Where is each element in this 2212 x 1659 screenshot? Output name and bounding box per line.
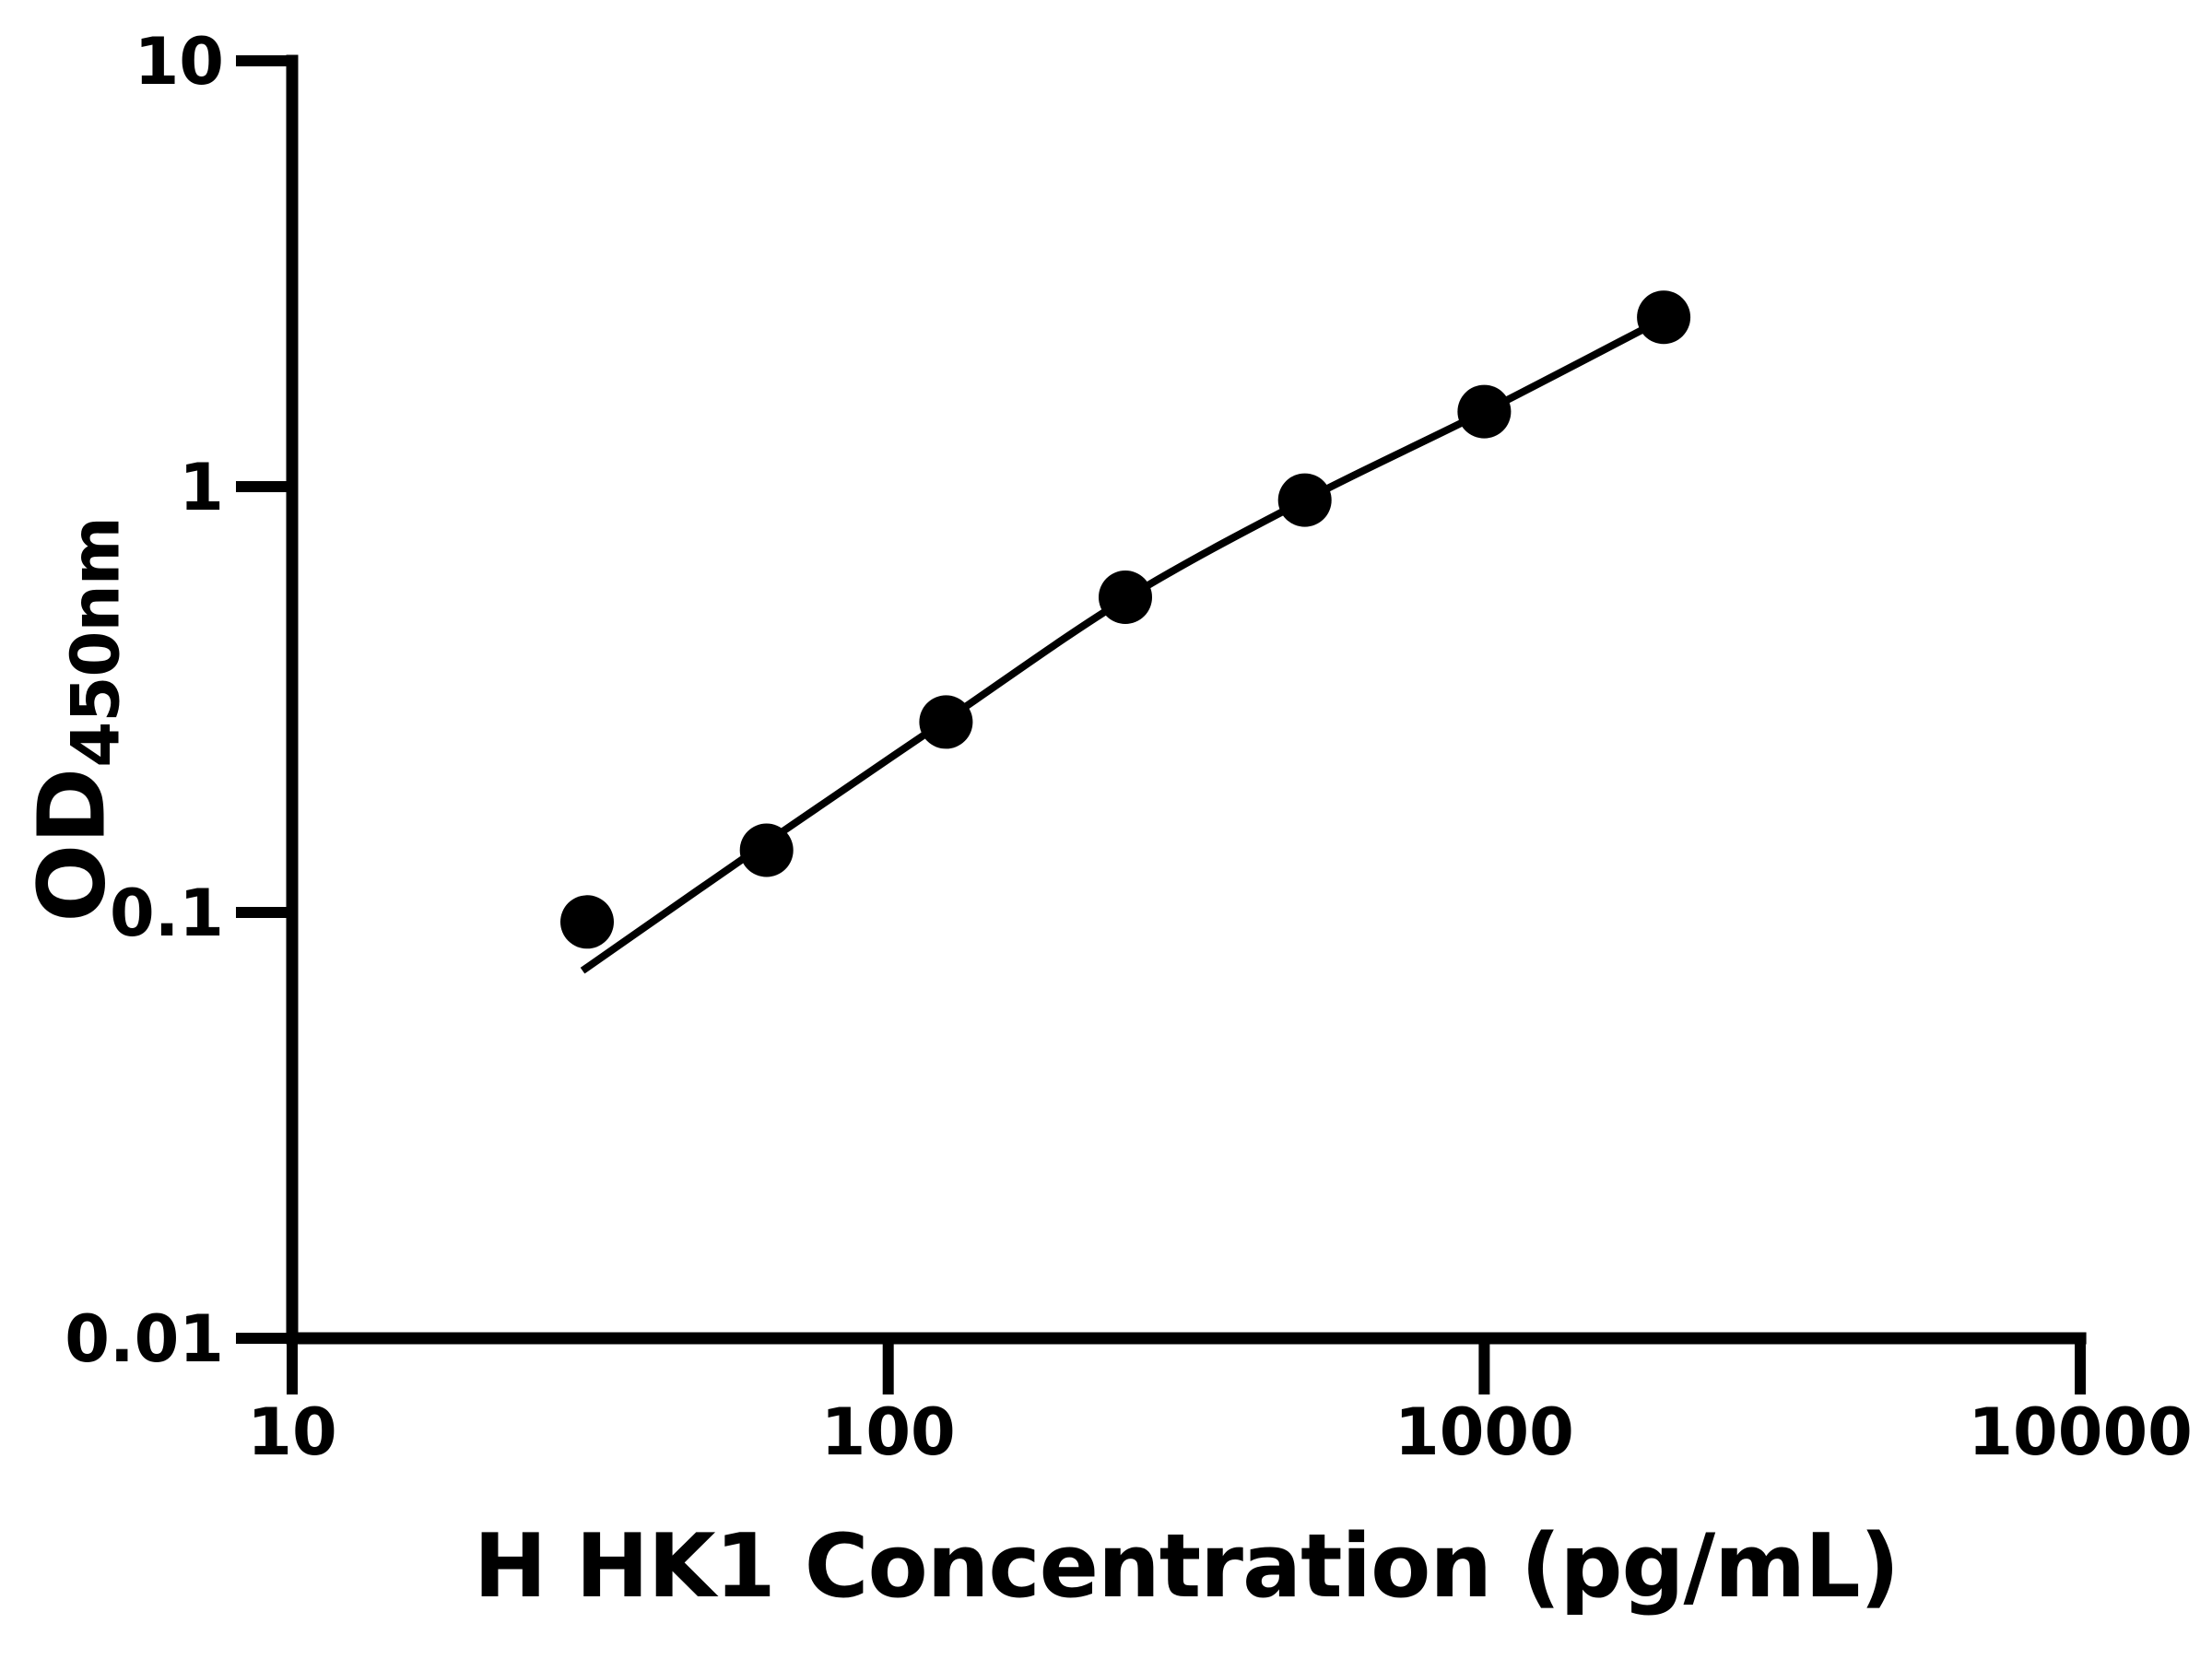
y-tick-label: 0.1 [110,876,224,951]
x-tick-label: 10000 [1968,1394,2193,1470]
x-tick-label: 100 [821,1394,956,1470]
data-point [919,695,973,749]
y-axis-title-main: OD [18,767,126,923]
data-point [560,895,614,949]
data-point [739,823,794,877]
y-tick-label: 10 [135,24,224,100]
y-tick-label: 1 [179,450,224,525]
data-point [1277,473,1332,527]
data-point [1457,384,1512,439]
y-tick-label: 0.01 [65,1301,224,1377]
data-point [1099,571,1152,624]
data-point [1637,290,1691,345]
x-tick-label: 1000 [1394,1394,1574,1470]
y-axis-title: OD450nm [18,517,135,923]
x-tick-label: 10 [247,1394,336,1470]
y-axis-title-subscript: 450nm [56,517,135,768]
x-axis-title: H HK1 Concentration (pg/mL) [473,1515,1900,1618]
